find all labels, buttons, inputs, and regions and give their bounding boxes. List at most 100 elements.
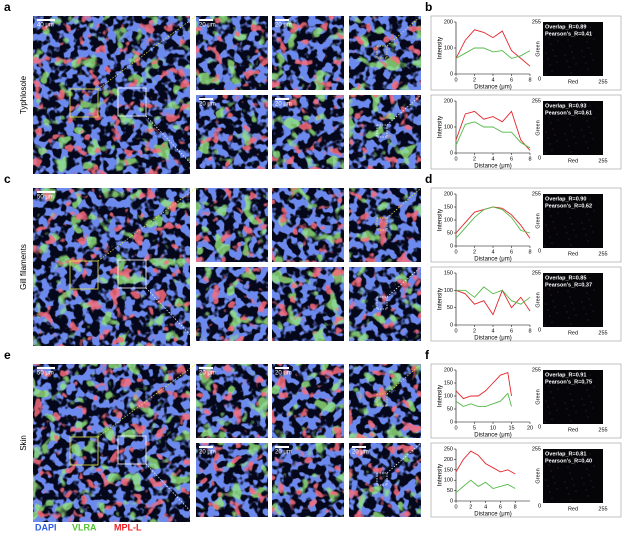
scale-label: 50 μm	[37, 371, 54, 377]
scatter-dot	[587, 416, 589, 418]
scatter-dot	[551, 149, 553, 151]
scatter-y-label: Green	[535, 389, 541, 404]
scatter-dot	[571, 399, 573, 401]
callout-line	[97, 363, 197, 438]
scatter-dot	[568, 317, 570, 319]
scatter-dot	[581, 398, 583, 400]
scatter-dot	[570, 151, 572, 153]
scatter-dot	[556, 409, 558, 411]
scatter-dot	[563, 27, 565, 29]
y-axis-label: Intensity	[438, 464, 444, 486]
mpll-channel	[272, 267, 344, 341]
inset-box	[376, 45, 388, 59]
scatter-dot	[548, 116, 550, 118]
scatter-tick: 0	[538, 503, 541, 509]
scatter-dot	[564, 481, 566, 483]
legend-label: DAPI	[35, 522, 57, 532]
scatter-dot	[546, 31, 548, 33]
scatter-dot	[571, 478, 573, 480]
scatter-dot	[565, 460, 567, 462]
scatter-dot	[583, 307, 585, 309]
scatter-dot	[554, 134, 556, 136]
scatter-dot	[547, 309, 549, 311]
pearson-label: Pearson's_R=0.40	[545, 458, 592, 464]
scatter-dot	[557, 119, 559, 121]
scatter-dot	[582, 108, 584, 110]
scatter-dot	[547, 406, 549, 408]
pearson-label: Pearson's_R=0.61	[545, 110, 592, 116]
scatter-dot	[549, 412, 551, 414]
scatter-tick: 0	[538, 327, 541, 333]
scatter-x-label: Red	[568, 427, 578, 433]
y-tick-label: 100	[444, 45, 453, 51]
scatter-dot	[583, 56, 585, 58]
x-axis-label: Distance (μm)	[474, 85, 511, 91]
scatter-dot	[574, 384, 576, 386]
y-tick-label: 150	[444, 270, 453, 276]
plot-frame	[430, 363, 622, 439]
y-tick-label: 200	[444, 457, 453, 463]
mpll-channel	[272, 16, 344, 90]
x-axis-label: Distance (μm)	[474, 257, 511, 263]
y-axis-label: Intensity	[438, 37, 444, 59]
y-tick-label: 50	[447, 305, 453, 311]
scatter-dot	[586, 292, 588, 294]
scatter-dot	[591, 459, 593, 461]
scatter-dot	[587, 68, 589, 70]
scatter-dot	[571, 302, 573, 304]
scatter-dot	[573, 136, 575, 138]
pearson-label: Pearson's_R=0.75	[545, 379, 592, 385]
scatter-dot	[588, 474, 590, 476]
x-tick-label: 2	[473, 77, 476, 83]
scatter-dot	[556, 61, 558, 63]
y-axis-label: Intensity	[438, 209, 444, 231]
scatter-dot	[553, 28, 555, 30]
scatter-dot	[568, 493, 570, 495]
overlap-label: Overlap_R=0.89	[545, 24, 586, 30]
scatter-dot	[551, 70, 553, 72]
scatter-y-label: Green	[535, 120, 541, 135]
scatter-dot	[566, 232, 568, 234]
legend-label: MPL-L	[114, 522, 142, 532]
scatter-dot	[585, 410, 587, 412]
scale-label: 20 μm	[275, 102, 292, 108]
scatter-dot	[574, 287, 576, 289]
mpll-channel	[272, 95, 344, 169]
scatter-dot	[591, 111, 593, 113]
scatter-dot	[587, 147, 589, 149]
panel-letter: f	[425, 348, 430, 362]
scale-label: 20 μm	[199, 23, 216, 29]
x-tick-label: 0	[454, 328, 457, 334]
intensity-line	[455, 450, 516, 475]
mpll-channel	[349, 364, 421, 438]
y-tick-label: 200	[444, 19, 453, 25]
scatter-tick: 255	[532, 191, 541, 197]
scale-bar	[199, 19, 213, 21]
scatter-dot	[582, 29, 584, 31]
mpll-channel	[196, 364, 268, 438]
scatter-dot	[570, 323, 572, 325]
scatter-dot	[590, 401, 592, 403]
x-tick-label: 4	[484, 504, 487, 510]
scale-bar	[37, 19, 55, 21]
scatter-dot	[587, 495, 589, 497]
scatter-dot	[545, 224, 547, 226]
x-tick-label: 15	[508, 425, 514, 431]
scale-label: 20 μm	[275, 23, 292, 29]
y-tick-label: 200	[444, 98, 453, 104]
panel-letter: a	[4, 0, 11, 14]
scatter-dot	[584, 462, 586, 464]
scatter-dot	[588, 395, 590, 397]
scatter-dot	[586, 389, 588, 391]
scatter-dot	[550, 43, 552, 45]
scatter-dot	[557, 467, 559, 469]
scatter-dot	[575, 490, 577, 492]
scatter-dot	[554, 482, 556, 484]
scatter-dot	[547, 137, 549, 139]
inset-box	[117, 87, 147, 117]
scatter-dot	[563, 375, 565, 377]
scatter-dot	[570, 499, 572, 501]
scatter-dot	[588, 126, 590, 128]
y-tick-label: 100	[444, 124, 453, 130]
